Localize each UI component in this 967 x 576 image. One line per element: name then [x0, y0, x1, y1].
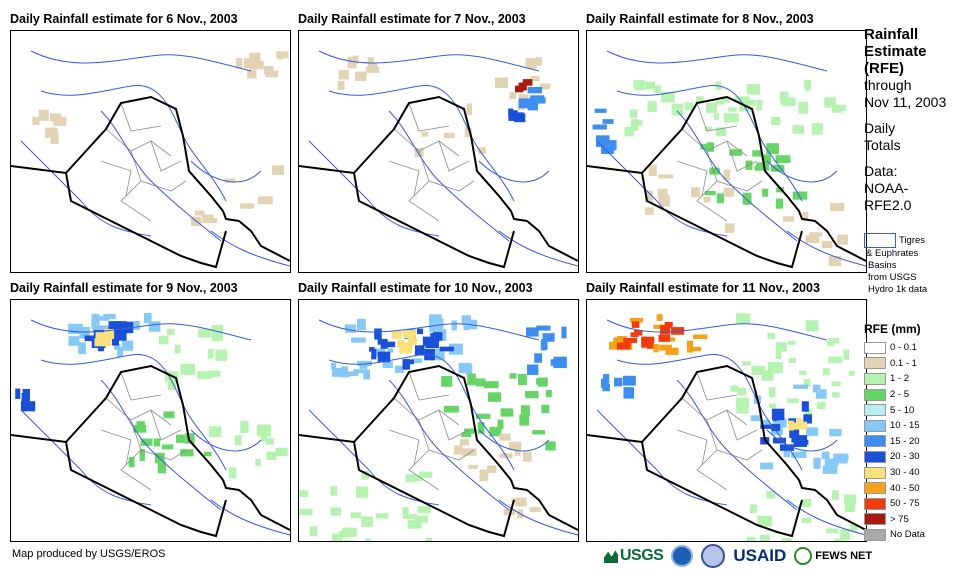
basin-text: & Euphrates	[866, 248, 919, 259]
fews-net-logo: FEWS NET	[794, 547, 872, 565]
basin-legend: Tigres & Euphrates Basins from USGS Hydr…	[864, 233, 967, 296]
legend-swatch	[864, 341, 886, 354]
legend-item: 1 - 2	[864, 371, 925, 387]
legend-label: 20 - 30	[890, 451, 920, 463]
agency-seal-icon	[701, 544, 726, 568]
legend-label: > 75	[890, 513, 909, 525]
noaa-logo-icon	[671, 545, 694, 567]
legend-swatch	[864, 419, 886, 432]
legend-label: 50 - 75	[890, 498, 920, 510]
rainfall-map	[10, 299, 291, 542]
legend-item: 50 - 75	[864, 496, 925, 512]
legend-item: 40 - 50	[864, 480, 925, 496]
legend-label: No Data	[890, 529, 925, 541]
fews-globe-icon	[794, 547, 813, 565]
basin-swatch	[864, 233, 896, 248]
legend-label: 15 - 20	[890, 435, 920, 447]
legend-item: 20 - 30	[864, 449, 925, 465]
title-line: (RFE)	[864, 60, 904, 77]
legend-label: 0.1 - 1	[890, 357, 917, 369]
legend-label: 2 - 5	[890, 389, 910, 401]
legend-label: 40 - 50	[890, 482, 920, 494]
title-line: Rainfall	[864, 26, 919, 43]
totals-label: Totals	[864, 137, 901, 153]
legend-item: 30 - 40	[864, 465, 925, 481]
rainfall-map	[10, 30, 291, 273]
basin-text: Hydro 1k data	[868, 284, 928, 295]
legend-item: 0.1 - 1	[864, 356, 925, 372]
basin-text: Basins	[868, 260, 897, 271]
data-label: Data:	[864, 163, 898, 179]
through-label: through	[864, 77, 912, 93]
panel-title: Daily Rainfall estimate for 8 Nov., 2003	[586, 12, 814, 26]
legend-swatch	[864, 466, 886, 479]
legend-label: 30 - 40	[890, 467, 920, 479]
legend-item: No Data	[864, 527, 925, 543]
legend-swatch	[864, 372, 886, 385]
usgs-logo: USGS	[604, 547, 664, 565]
legend-label: 1 - 2	[890, 373, 910, 385]
legend-swatch	[864, 404, 886, 417]
legend-swatch	[864, 482, 886, 495]
legend-label: 5 - 10	[890, 404, 915, 416]
legend-label: 10 - 15	[890, 420, 920, 432]
usgs-text: USGS	[620, 547, 664, 564]
legend-item: > 75	[864, 512, 925, 528]
panel-title: Daily Rainfall estimate for 11 Nov., 200…	[586, 281, 820, 295]
daily-label: Daily	[864, 120, 896, 136]
map-title-block: Rainfall Estimate (RFE) through Nov 11, …	[864, 26, 964, 214]
usaid-logo: USAID	[733, 546, 787, 565]
fews-text: FEWS NET	[815, 550, 873, 562]
legend-label: 0 - 0.1	[890, 342, 917, 354]
usgs-mark-icon	[604, 550, 618, 563]
map-credit: Map produced by USGS/EROS	[12, 548, 166, 560]
legend-swatch	[864, 357, 886, 370]
logo-strip: USGS USAID FEWS NET	[604, 542, 872, 570]
rainfall-map	[298, 299, 579, 542]
rainfall-map	[586, 30, 867, 273]
rfe-legend: RFE (mm) 0 - 0.1 0.1 - 1 1 - 2 2 - 5 5 - 10 1…	[864, 322, 925, 543]
title-line: Estimate	[864, 43, 927, 60]
panel-title: Daily Rainfall estimate for 10 Nov., 200…	[298, 281, 533, 295]
legend-swatch	[864, 450, 886, 463]
legend-item: 10 - 15	[864, 418, 925, 434]
legend-swatch	[864, 513, 886, 526]
legend-swatch	[864, 435, 886, 448]
data-source: RFE2.0	[864, 197, 912, 213]
basin-text: from USGS	[868, 272, 917, 283]
legend-swatch	[864, 528, 886, 541]
legend-title: RFE (mm)	[864, 322, 921, 336]
legend-swatch	[864, 497, 886, 510]
panel-title: Daily Rainfall estimate for 9 Nov., 2003	[10, 281, 238, 295]
through-date: Nov 11, 2003	[864, 94, 947, 110]
rainfall-map	[298, 30, 579, 273]
legend-item: 0 - 0.1	[864, 340, 925, 356]
legend-item: 15 - 20	[864, 434, 925, 450]
legend-item: 5 - 10	[864, 402, 925, 418]
legend-swatch	[864, 388, 886, 401]
legend-item: 2 - 5	[864, 387, 925, 403]
panel-title: Daily Rainfall estimate for 7 Nov., 2003	[298, 12, 526, 26]
panel-title: Daily Rainfall estimate for 6 Nov., 2003	[10, 12, 238, 26]
basin-text: Tigres	[899, 235, 926, 247]
rainfall-map	[586, 299, 867, 542]
data-source: NOAA-	[864, 180, 909, 196]
